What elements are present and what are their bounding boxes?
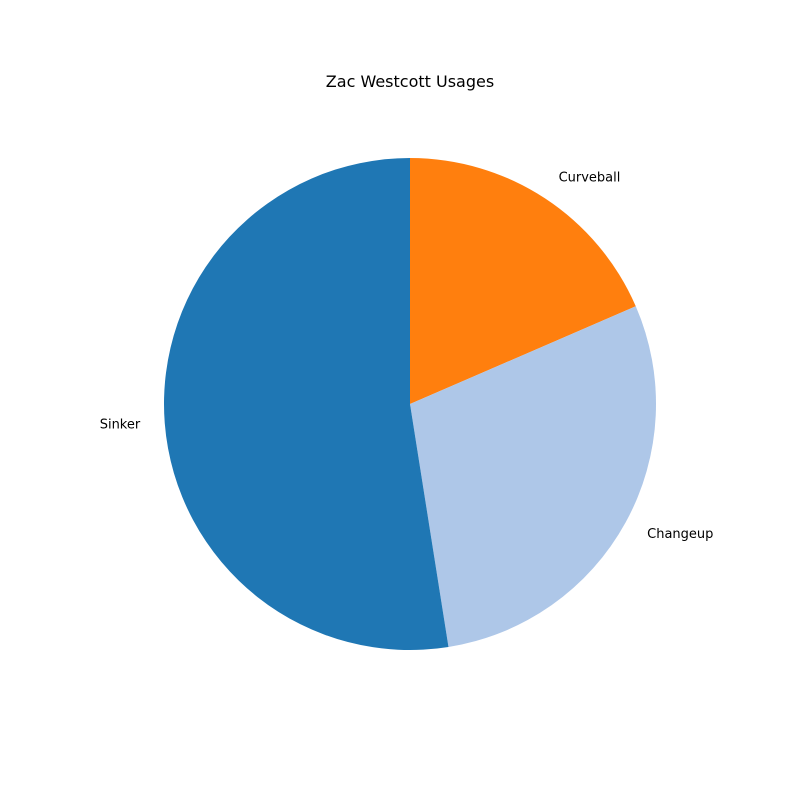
pie-slice-changeup — [410, 306, 657, 647]
slice-label-changeup: Changeup — [647, 527, 713, 542]
slice-label-sinker: Sinker — [100, 418, 141, 433]
pie-slice-curveball — [410, 158, 636, 404]
slice-label-curveball: Curveball — [559, 170, 621, 185]
chart-title: Zac Westcott Usages — [325, 72, 495, 91]
pie-slice-sinker — [163, 158, 449, 650]
